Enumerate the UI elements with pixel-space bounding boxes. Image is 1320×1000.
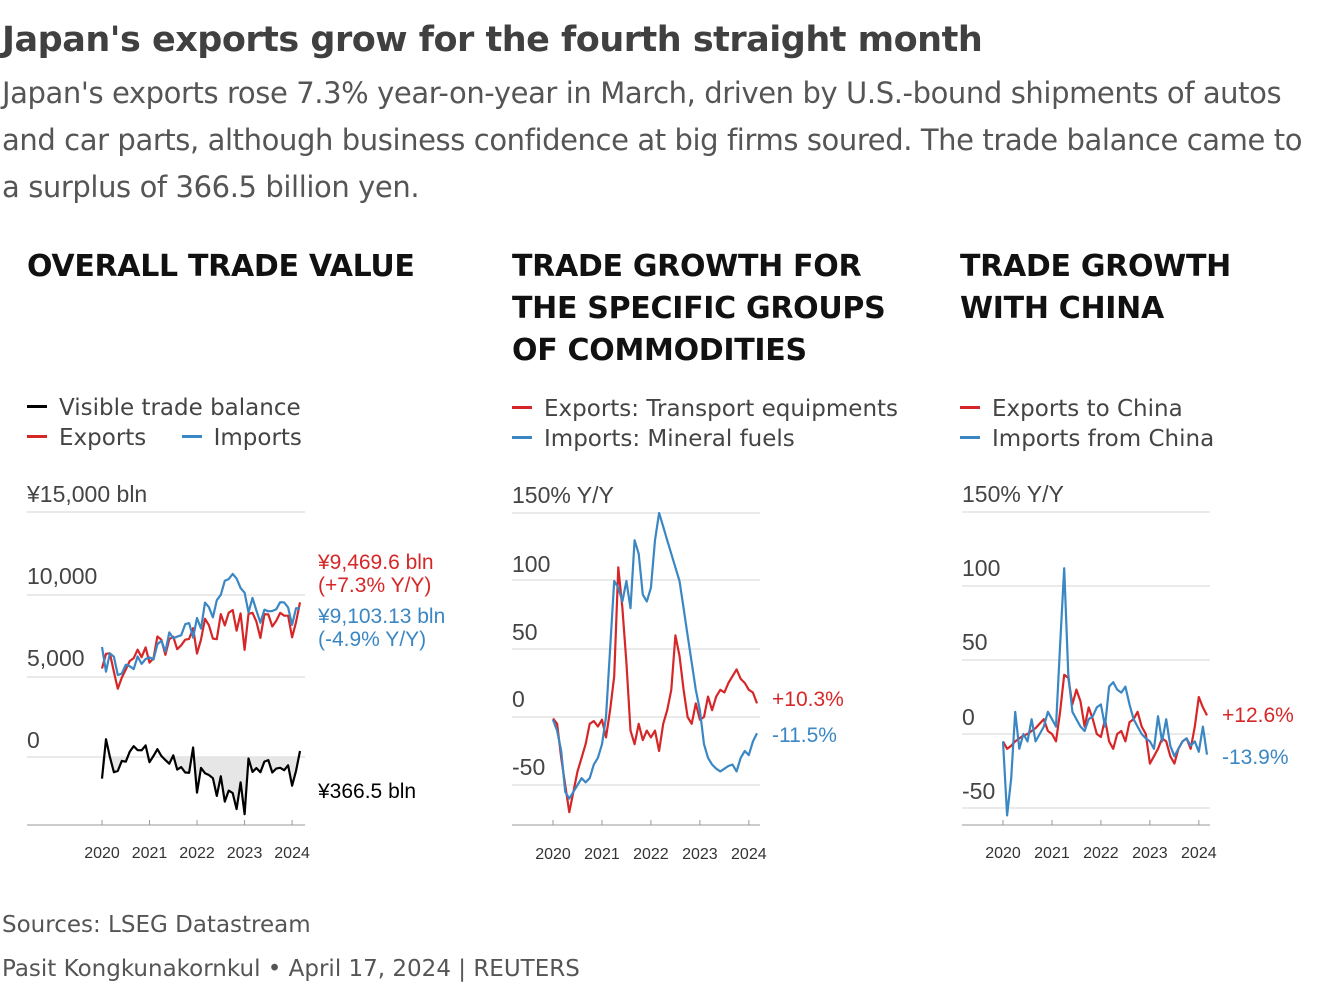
y-tick-label-2-3: 0: [962, 704, 975, 730]
legend-imports-china: Imports from China: [960, 426, 1214, 452]
x-tick-label-1-0: 2020: [535, 846, 571, 863]
series-line-2-imports-from-china: [1001, 567, 1209, 817]
y-tick-label-0-0: ¥15,000 bln: [26, 481, 147, 507]
y-tick-label-1-2: 50: [512, 619, 538, 645]
balance-deficit-area: [102, 757, 300, 815]
legend-exports-imports: Exports Imports: [27, 425, 302, 451]
footer-sources: Sources: LSEG Datastream: [2, 912, 311, 938]
x-tick-label-1-2: 2022: [633, 846, 669, 863]
y-tick-label-0-2: 5,000: [27, 645, 85, 671]
end-label-0-2: ¥366.5 bln: [317, 780, 416, 803]
legend-label-balance: Visible trade balance: [59, 395, 301, 421]
legend-exports-china: Exports to China: [960, 396, 1183, 422]
x-tick-label-1-4: 2024: [731, 846, 767, 863]
legend-swatch-exports-china: [960, 406, 980, 409]
legend-swatch-imports: [181, 435, 202, 438]
x-tick-label-0-4: 2024: [274, 845, 310, 862]
y-tick-label-1-3: 0: [512, 686, 525, 712]
footer-credit: Pasit Kongkunakornkul • April 17, 2024 |…: [2, 956, 580, 982]
legend-swatch-exports: [27, 435, 47, 438]
headline: Japan's exports grow for the fourth stra…: [2, 20, 983, 60]
series-line-0-exports: [100, 602, 302, 690]
charts-svg: ¥15,000 bln 10,000 5,000 0 2020 2021 2022 2023 2…: [26, 481, 1294, 863]
y-tick-label-2-2: 50: [962, 629, 988, 655]
end-label-0-0: ¥9,469.6 bln: [317, 551, 434, 574]
y-tick-label-2-4: -50: [962, 778, 995, 804]
end-label-2-0: +12.6%: [1222, 704, 1294, 727]
legend-transport: Exports: Transport equipments: [512, 396, 898, 422]
y-tick-label-1-4: -50: [512, 754, 545, 780]
y-tick-label-2-1: 100: [962, 555, 1000, 581]
legend-swatch-transport: [512, 406, 532, 409]
legend-swatch-balance: [27, 405, 47, 408]
legend-balance: Visible trade balance: [27, 395, 301, 421]
x-tick-label-0-3: 2023: [227, 845, 263, 862]
end-label-2-1: -13.9%: [1222, 746, 1289, 769]
y-tick-label-2-0: 150% Y/Y: [962, 481, 1064, 507]
x-tick-label-0-2: 2022: [179, 845, 215, 862]
end-label-1-0: +10.3%: [772, 688, 844, 711]
x-tick-label-1-1: 2021: [584, 846, 620, 863]
legend-label-transport: Exports: Transport equipments: [544, 396, 899, 422]
x-tick-label-0-0: 2020: [84, 845, 120, 862]
series-line-0-visible-trade-balance: [100, 738, 302, 816]
legend-label-imports: Imports: [213, 425, 302, 451]
legend-mineral: Imports: Mineral fuels: [512, 426, 795, 452]
legend-label-mineral: Imports: Mineral fuels: [544, 426, 795, 452]
end-sublabel-0-1: (-4.9% Y/Y): [318, 628, 426, 651]
y-tick-label-0-1: 10,000: [27, 563, 97, 589]
x-tick-label-2-4: 2024: [1181, 845, 1217, 862]
end-label-0-1: ¥9,103.13 bln: [317, 605, 445, 628]
legend-label-imports-china: Imports from China: [992, 426, 1215, 452]
x-tick-label-2-3: 2023: [1132, 845, 1168, 862]
x-tick-label-2-1: 2021: [1034, 845, 1070, 862]
legend-swatch-mineral: [512, 436, 532, 439]
y-tick-label-0-3: 0: [27, 727, 40, 753]
panel-title-china: TRADE GROWTH WITH CHINA: [960, 249, 1231, 326]
series-line-0-imports: [100, 572, 301, 677]
series-line-1-exports-transport-equipments: [552, 566, 759, 814]
legend-swatch-imports-china: [960, 436, 980, 439]
end-label-1-1: -11.5%: [772, 724, 837, 747]
legend-label-exports: Exports: [59, 425, 147, 451]
y-tick-label-1-1: 100: [512, 551, 550, 577]
x-tick-label-0-1: 2021: [132, 845, 168, 862]
panel-title-commodities: TRADE GROWTH FOR THE SPECIFIC GROUPS OF …: [512, 249, 886, 368]
panel-title-overall: OVERALL TRADE VALUE: [27, 249, 415, 284]
series-line-1-imports-mineral-fuels: [551, 511, 758, 800]
x-tick-label-1-3: 2023: [682, 846, 718, 863]
x-tick-label-2-0: 2020: [985, 845, 1021, 862]
x-tick-label-2-2: 2022: [1083, 845, 1119, 862]
y-tick-label-1-0: 150% Y/Y: [512, 482, 614, 508]
end-sublabel-0-0: (+7.3% Y/Y): [318, 574, 431, 597]
legend-label-exports-china: Exports to China: [992, 396, 1183, 422]
subheadline: Japan's exports rose 7.3% year-on-year i…: [2, 76, 1303, 204]
